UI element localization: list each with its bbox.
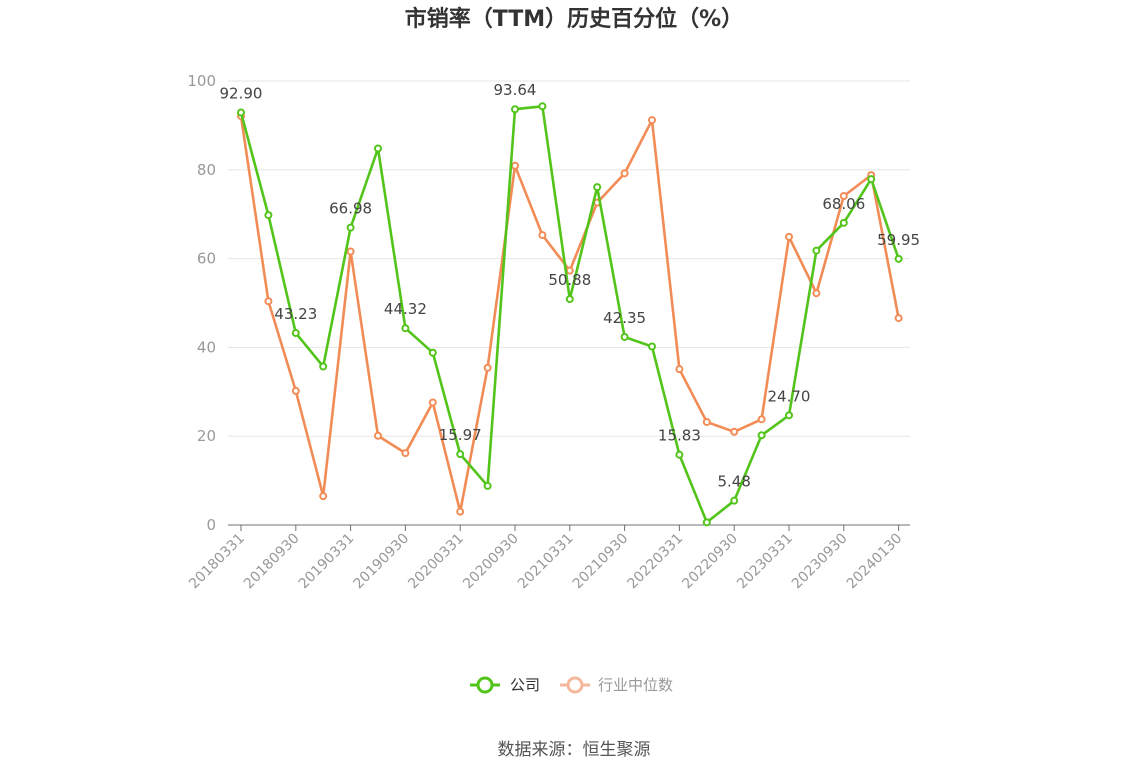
x-tick-label: 20180930 xyxy=(241,531,303,593)
data-point-company[interactable] xyxy=(319,362,328,371)
legend-company-label: 公司 xyxy=(510,676,540,694)
data-label-company: 42.35 xyxy=(603,309,646,327)
data-point-industry-median[interactable] xyxy=(702,417,711,426)
x-tick-label: 20210331 xyxy=(515,531,577,593)
data-point-company[interactable] xyxy=(730,496,739,505)
data-point-industry-median[interactable] xyxy=(894,314,903,323)
y-tick-label: 100 xyxy=(187,72,216,90)
data-point-industry-median[interactable] xyxy=(428,398,437,407)
data-point-company[interactable] xyxy=(346,223,355,232)
data-point-industry-median[interactable] xyxy=(812,289,821,298)
legend: 公司 行业中位数 xyxy=(470,676,673,694)
data-point-company[interactable] xyxy=(511,105,519,114)
data-label-company: 43.23 xyxy=(274,305,317,323)
data-point-industry-median[interactable] xyxy=(757,415,766,424)
data-point-company[interactable] xyxy=(702,518,711,527)
series-layer xyxy=(237,102,903,527)
series-line-industry-median xyxy=(239,115,900,514)
data-label-company: 15.97 xyxy=(439,426,482,444)
y-tick-label: 80 xyxy=(197,161,216,179)
data-label-company: 5.48 xyxy=(717,473,750,491)
x-tick-label: 20190331 xyxy=(296,531,358,593)
data-label-company: 66.98 xyxy=(329,200,372,218)
data-point-company[interactable] xyxy=(428,348,437,357)
data-point-company[interactable] xyxy=(839,218,848,227)
x-tick-label: 20180331 xyxy=(186,531,248,593)
data-point-company[interactable] xyxy=(538,102,547,111)
legend-industry-label: 行业中位数 xyxy=(598,676,673,694)
x-tick-label: 20230331 xyxy=(734,531,796,593)
data-point-industry-median[interactable] xyxy=(401,449,410,458)
y-tick-label: 0 xyxy=(206,516,216,534)
x-tick-label: 20240130 xyxy=(844,531,906,593)
data-point-industry-median[interactable] xyxy=(538,231,547,240)
data-label-company: 92.90 xyxy=(220,85,263,103)
data-point-industry-median[interactable] xyxy=(620,169,629,178)
y-tick-label: 60 xyxy=(197,250,216,268)
data-point-industry-median[interactable] xyxy=(374,431,382,440)
chart-title: 市销率（TTM）历史百分位（%） xyxy=(405,6,743,32)
data-label-company: 68.06 xyxy=(822,195,865,213)
data-label-company: 50.88 xyxy=(548,271,591,289)
data-point-industry-median[interactable] xyxy=(456,507,465,516)
legend-company-marker xyxy=(476,676,494,694)
y-tick-label: 40 xyxy=(197,338,216,356)
data-point-industry-median[interactable] xyxy=(346,247,355,256)
data-point-company[interactable] xyxy=(894,254,903,263)
data-point-company[interactable] xyxy=(757,431,766,440)
x-tick-label: 20190930 xyxy=(351,531,413,593)
data-point-company[interactable] xyxy=(291,329,300,338)
data-point-company[interactable] xyxy=(648,342,656,351)
data-point-company[interactable] xyxy=(374,144,382,153)
data-labels: 92.90 43.23 66.98 44.32 15.97 93.64 50.88 42.35… xyxy=(220,81,921,490)
data-point-industry-median[interactable] xyxy=(291,386,300,395)
data-label-company: 24.70 xyxy=(768,387,811,405)
x-tick-label: 20210930 xyxy=(570,531,632,593)
data-point-company[interactable] xyxy=(401,324,410,333)
grid-lines xyxy=(228,80,910,437)
data-point-company[interactable] xyxy=(593,183,602,192)
x-tick-label: 20230930 xyxy=(789,531,851,593)
data-point-company[interactable] xyxy=(237,108,245,117)
data-point-industry-median[interactable] xyxy=(511,161,519,170)
data-point-company[interactable] xyxy=(785,411,793,420)
data-label-company: 15.83 xyxy=(658,427,701,445)
data-point-company[interactable] xyxy=(675,450,684,459)
x-tick-label: 20220331 xyxy=(625,531,687,593)
data-point-industry-median[interactable] xyxy=(483,363,492,372)
data-label-company: 44.32 xyxy=(384,300,427,318)
data-label-company: 93.64 xyxy=(494,81,537,99)
data-point-company[interactable] xyxy=(456,450,465,459)
x-tick-label: 20200331 xyxy=(405,531,467,593)
legend-item-industry-median[interactable]: 行业中位数 xyxy=(560,676,673,694)
data-point-industry-median[interactable] xyxy=(785,232,793,241)
data-point-company[interactable] xyxy=(264,211,273,220)
y-tick-label: 20 xyxy=(197,427,216,445)
x-tick-label: 20200930 xyxy=(460,531,522,593)
data-point-company[interactable] xyxy=(565,295,574,304)
series-line-company xyxy=(239,105,900,524)
data-point-company[interactable] xyxy=(620,332,629,341)
data-point-company[interactable] xyxy=(812,246,821,255)
data-point-industry-median[interactable] xyxy=(319,492,328,501)
data-point-industry-median[interactable] xyxy=(675,365,684,374)
data-label-company: 59.95 xyxy=(877,231,920,249)
data-point-company[interactable] xyxy=(483,481,492,490)
x-tick-label: 20220930 xyxy=(679,531,741,593)
data-point-company[interactable] xyxy=(867,175,876,184)
data-point-industry-median[interactable] xyxy=(839,191,848,200)
data-point-industry-median[interactable] xyxy=(648,116,656,125)
legend-industry-marker xyxy=(566,676,584,694)
data-point-industry-median[interactable] xyxy=(264,297,273,306)
source-note: 数据来源：恒生聚源 xyxy=(498,740,651,760)
legend-item-company[interactable]: 公司 xyxy=(470,676,540,694)
data-point-industry-median[interactable] xyxy=(730,427,739,436)
